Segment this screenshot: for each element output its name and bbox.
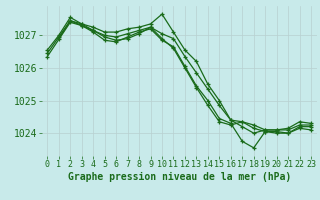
X-axis label: Graphe pression niveau de la mer (hPa): Graphe pression niveau de la mer (hPa) bbox=[68, 172, 291, 182]
